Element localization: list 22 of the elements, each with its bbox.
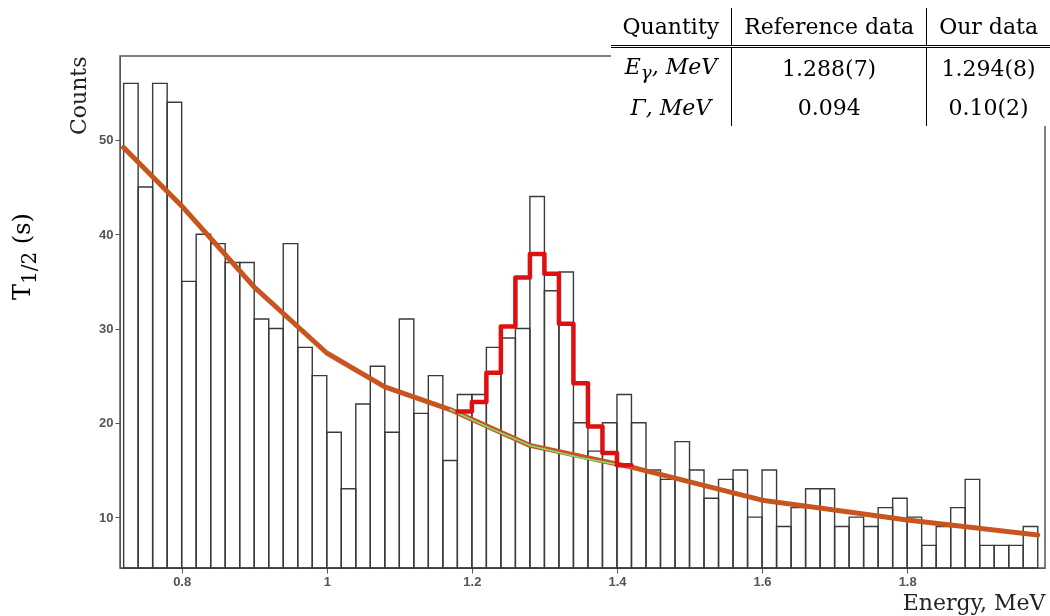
x-axis-title: Energy, MeV [902,589,1047,615]
annotation: 0.094 [731,89,927,127]
text: Quantity [610,8,732,47]
y-tick-label: 50 [99,132,114,148]
annotation: Γ, MeV [629,94,714,123]
x-tick-label: 1.2 [463,573,482,589]
y-tick-label: 10 [99,509,114,525]
y-axis-title: Counts [66,56,92,136]
x-tick-label: 1.8 [898,573,917,589]
x-tick-label: 1.6 [753,573,772,589]
y-tick-label: 20 [99,415,114,431]
x-tick-label: 1 [323,573,331,589]
annotation: E$_{γ}$, MeV [623,53,720,86]
text: Reference data [731,8,927,47]
annotation: 1.288(7) [731,46,927,90]
annotation: 1.294(8) [926,46,1050,90]
x-tick-label: 1.4 [608,573,628,589]
y-tick-label: 30 [99,321,114,336]
annotation: 0.10(2) [926,89,1050,127]
x-tick-label: 0.8 [173,573,192,589]
text: Our data [926,8,1050,47]
y-tick-label: 40 [99,226,114,242]
